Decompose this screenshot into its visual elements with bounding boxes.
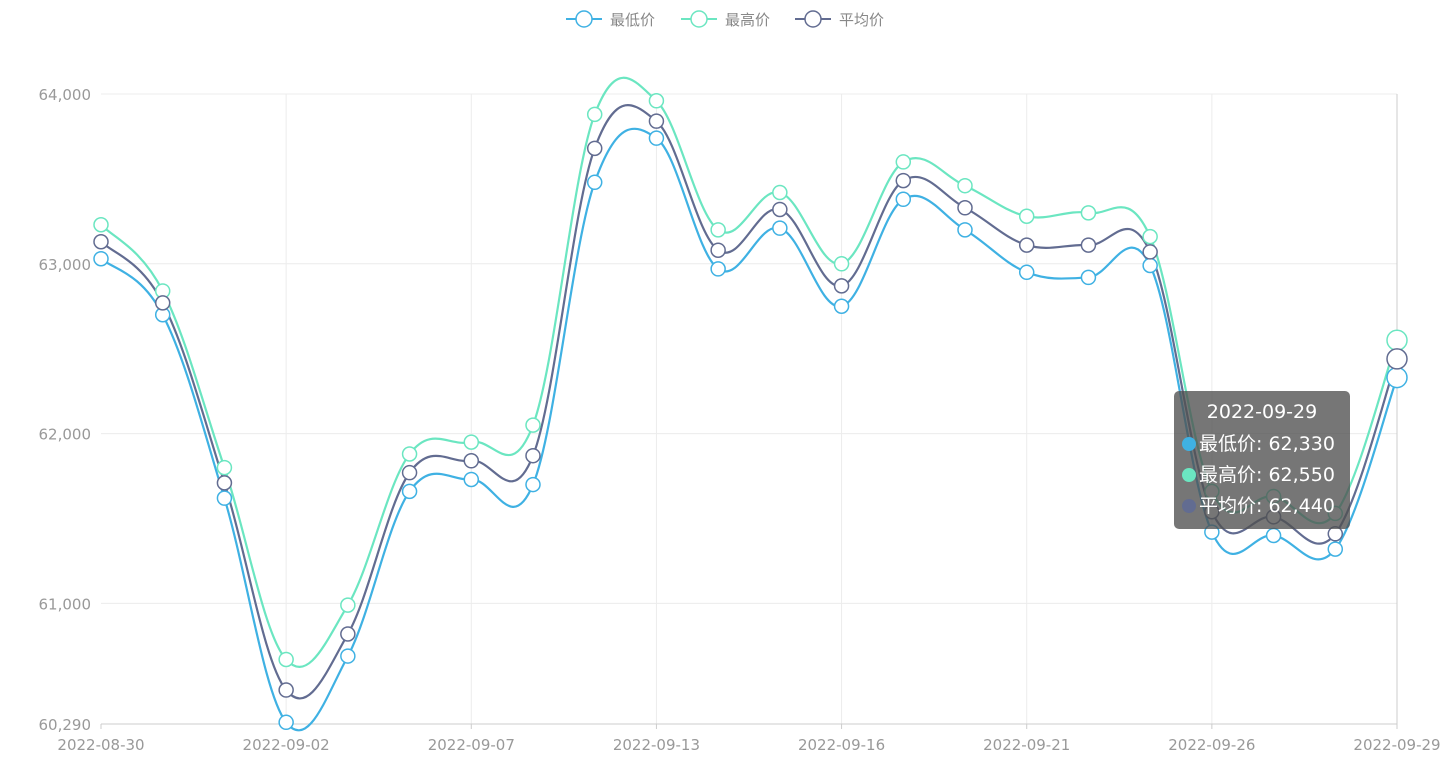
data-point-low[interactable] — [1142, 257, 1158, 274]
tooltip-row-low: 最低价: 62,330 — [1174, 429, 1350, 460]
data-point-low[interactable] — [957, 222, 973, 238]
legend-marker — [690, 10, 708, 28]
data-point-low[interactable] — [278, 714, 294, 731]
legend-item-low[interactable]: 最低价 — [566, 10, 655, 29]
data-point-high[interactable] — [586, 106, 603, 123]
legend-label: 最低价 — [610, 11, 655, 29]
y-tick-label: 62,000 — [39, 426, 92, 444]
data-point-high[interactable] — [833, 256, 850, 272]
data-point-avg[interactable] — [772, 201, 788, 218]
data-point-low[interactable] — [340, 648, 356, 664]
data-point-avg[interactable] — [710, 242, 726, 258]
data-point-high[interactable] — [278, 651, 294, 668]
data-point-high[interactable] — [1386, 329, 1408, 351]
legend-marker — [575, 10, 593, 28]
tooltip-row-high: 最高价: 62,550 — [1174, 460, 1350, 491]
data-point-low[interactable] — [525, 476, 541, 493]
legend-marker — [804, 10, 822, 28]
data-point-high[interactable] — [648, 93, 665, 109]
data-point-avg[interactable] — [401, 464, 418, 481]
tooltip-label-avg: 平均价: 62,440 — [1199, 495, 1335, 517]
data-point-low[interactable] — [401, 483, 418, 500]
data-point-high[interactable] — [216, 459, 233, 476]
data-point-low[interactable] — [1018, 264, 1035, 281]
data-point-low[interactable] — [710, 261, 726, 277]
data-point-low[interactable] — [463, 471, 480, 488]
data-point-low[interactable] — [895, 191, 912, 208]
tooltip-dot-high — [1182, 468, 1196, 482]
data-point-avg[interactable] — [1142, 244, 1158, 260]
tooltip-row-avg: 平均价: 62,440 — [1174, 491, 1350, 522]
data-point-avg[interactable] — [525, 447, 541, 464]
x-tick-label: 2022-09-13 — [613, 736, 700, 754]
x-tick-label: 2022-08-30 — [57, 736, 144, 754]
y-tick-label: 61,000 — [39, 595, 92, 613]
x-tick-label: 2022-09-16 — [798, 736, 885, 754]
data-point-avg[interactable] — [154, 295, 171, 311]
data-point-high[interactable] — [401, 446, 418, 462]
data-point-avg[interactable] — [957, 200, 973, 216]
data-point-high[interactable] — [772, 184, 788, 201]
legend-item-high[interactable]: 最高价 — [681, 10, 770, 29]
data-point-low[interactable] — [772, 220, 788, 236]
tooltip-label-low: 最低价: 62,330 — [1199, 433, 1335, 455]
y-tick-label: 64,000 — [39, 86, 92, 104]
y-tick-label: 63,000 — [39, 256, 92, 274]
x-tick-label: 2022-09-26 — [1168, 736, 1255, 754]
legend-label: 最高价 — [725, 11, 770, 29]
data-point-high[interactable] — [1080, 205, 1097, 221]
data-point-avg[interactable] — [278, 682, 294, 698]
x-tick-label: 2022-09-21 — [983, 736, 1070, 754]
legend[interactable]: 最低价 最高价 平均价 — [566, 10, 884, 29]
data-point-avg[interactable] — [833, 278, 850, 294]
data-point-high[interactable] — [710, 222, 726, 238]
legend-label: 平均价 — [839, 11, 884, 29]
data-point-low[interactable] — [648, 130, 665, 146]
data-point-avg[interactable] — [216, 475, 233, 491]
data-point-avg[interactable] — [340, 626, 356, 642]
x-tick-label: 2022-09-29 — [1353, 736, 1440, 754]
data-point-high[interactable] — [525, 417, 541, 433]
data-point-high[interactable] — [957, 177, 973, 194]
tooltip: 2022-09-29 最低价: 62,330 最高价: 62,550 平均价: … — [1174, 391, 1350, 529]
tooltip-title: 2022-09-29 — [1206, 401, 1318, 423]
data-point-high[interactable] — [340, 597, 356, 613]
data-point-low[interactable] — [93, 250, 109, 267]
x-tick-label: 2022-09-07 — [428, 736, 515, 754]
data-point-low[interactable] — [216, 490, 233, 506]
data-point-high[interactable] — [463, 434, 480, 450]
data-point-low[interactable] — [1327, 541, 1344, 557]
data-point-low[interactable] — [833, 298, 850, 315]
y-tick-label: 60,290 — [39, 716, 92, 734]
data-point-avg[interactable] — [895, 172, 912, 189]
legend-item-avg[interactable]: 平均价 — [795, 10, 884, 29]
data-point-avg[interactable] — [1080, 237, 1097, 253]
data-point-low[interactable] — [1265, 527, 1282, 544]
tooltip-dot-avg — [1182, 499, 1196, 513]
data-point-avg[interactable] — [648, 113, 665, 129]
data-point-high[interactable] — [895, 154, 912, 170]
tooltip-dot-low — [1182, 437, 1196, 451]
data-point-avg[interactable] — [586, 140, 603, 157]
x-tick-label: 2022-09-02 — [243, 736, 330, 754]
data-point-avg[interactable] — [1018, 237, 1035, 253]
data-point-high[interactable] — [1142, 228, 1158, 245]
data-point-low[interactable] — [586, 174, 603, 191]
data-point-high[interactable] — [93, 217, 109, 233]
data-point-low[interactable] — [1080, 269, 1097, 286]
data-point-avg[interactable] — [463, 453, 480, 469]
series-line-high — [100, 76, 1399, 668]
x-axis-ticks: 2022-08-30 2022-09-02 2022-09-07 2022-09-13… — [57, 736, 1440, 754]
tooltip-label-high: 最高价: 62,550 — [1199, 464, 1335, 486]
data-point-low[interactable] — [1386, 366, 1408, 389]
data-point-avg[interactable] — [93, 233, 109, 250]
y-axis-ticks: 60,290 61,000 62,000 63,000 64,000 — [39, 86, 92, 734]
data-point-avg[interactable] — [1386, 348, 1408, 370]
data-point-high[interactable] — [1018, 208, 1035, 225]
